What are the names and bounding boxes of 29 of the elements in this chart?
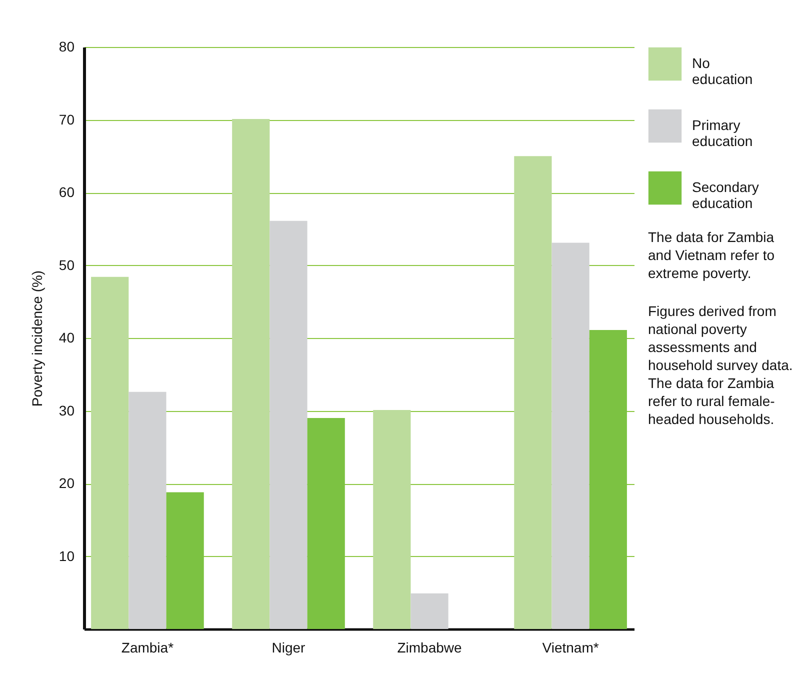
y-tick-label: 10 [58, 548, 75, 564]
y-axis-title: Poverty incidence (%) [28, 270, 45, 407]
bar [552, 242, 590, 629]
bar [514, 156, 552, 629]
x-tick-label: Niger [272, 640, 306, 656]
bar [589, 330, 627, 629]
bar [270, 220, 308, 629]
y-tick-label: 70 [58, 111, 75, 128]
bar [91, 276, 129, 629]
y-tick-label: 20 [58, 475, 75, 491]
x-tick-label: Zimbabwe [397, 640, 462, 656]
bar [232, 119, 270, 629]
bar [166, 492, 204, 629]
bar [128, 392, 166, 629]
x-tick-label: Zambia* [121, 640, 174, 656]
bar [410, 593, 448, 629]
bar [307, 418, 345, 629]
y-tick-label: 50 [58, 256, 75, 273]
y-tick-label: 80 [58, 38, 75, 54]
bar [373, 410, 411, 629]
y-tick-label: 60 [58, 184, 75, 200]
text: Figures derived from national poverty assessments and household survey data. The data for Zambia refer to rural female-headed households. [648, 302, 794, 428]
legend-label: Primary education [692, 117, 753, 149]
x-tick-label: Vietnam* [542, 640, 600, 656]
legend-label: No education [692, 55, 753, 87]
text: The data for Zambia and Vietnam refer to extreme poverty. [648, 228, 776, 282]
legend-label: Secondary education [692, 179, 759, 211]
y-tick-label: 30 [58, 402, 75, 418]
y-tick-label: 40 [58, 330, 75, 346]
